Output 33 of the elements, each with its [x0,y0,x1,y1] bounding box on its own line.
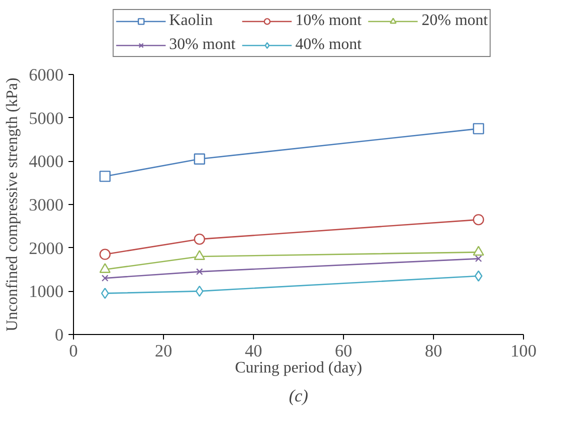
x-tick-label: 100 [510,342,537,360]
point [99,248,111,260]
y-tick-label: 3000 [28,196,64,214]
x-tick-label: 40 [244,342,262,360]
legend-label: 20% mont [422,12,488,30]
y-tick-label: 6000 [28,66,64,84]
point [99,263,111,273]
y-tick-label: 5000 [28,108,64,128]
y-tick-label: 1000 [28,282,64,302]
point [196,268,203,276]
point [102,274,108,282]
y-tick-label: 4000 [28,152,64,172]
x-tick-label: 80 [424,342,442,360]
point [472,246,484,256]
text: (c) [288,386,308,406]
y-tick-label: 0 [54,326,64,344]
y-tick-label: 2000 [28,238,64,258]
point [472,214,484,226]
point [475,255,482,262]
legend-label: 10% mont [295,12,362,30]
point [194,250,206,260]
legend-label: Kaolin [169,12,213,30]
point [99,170,111,182]
legend-label: 30% mont [169,36,236,54]
point [472,123,484,134]
y-axis-title: Unconfined compressive strength (kPa) [4,78,21,332]
x-tick-label: 0 [69,342,78,360]
x-tick-label: 20 [154,342,172,360]
legend-label: 40% mont [295,36,362,54]
point [194,153,206,165]
x-axis-title: Curing period (day) [234,360,362,376]
point [194,234,206,245]
x-tick-label: 60 [334,342,352,360]
